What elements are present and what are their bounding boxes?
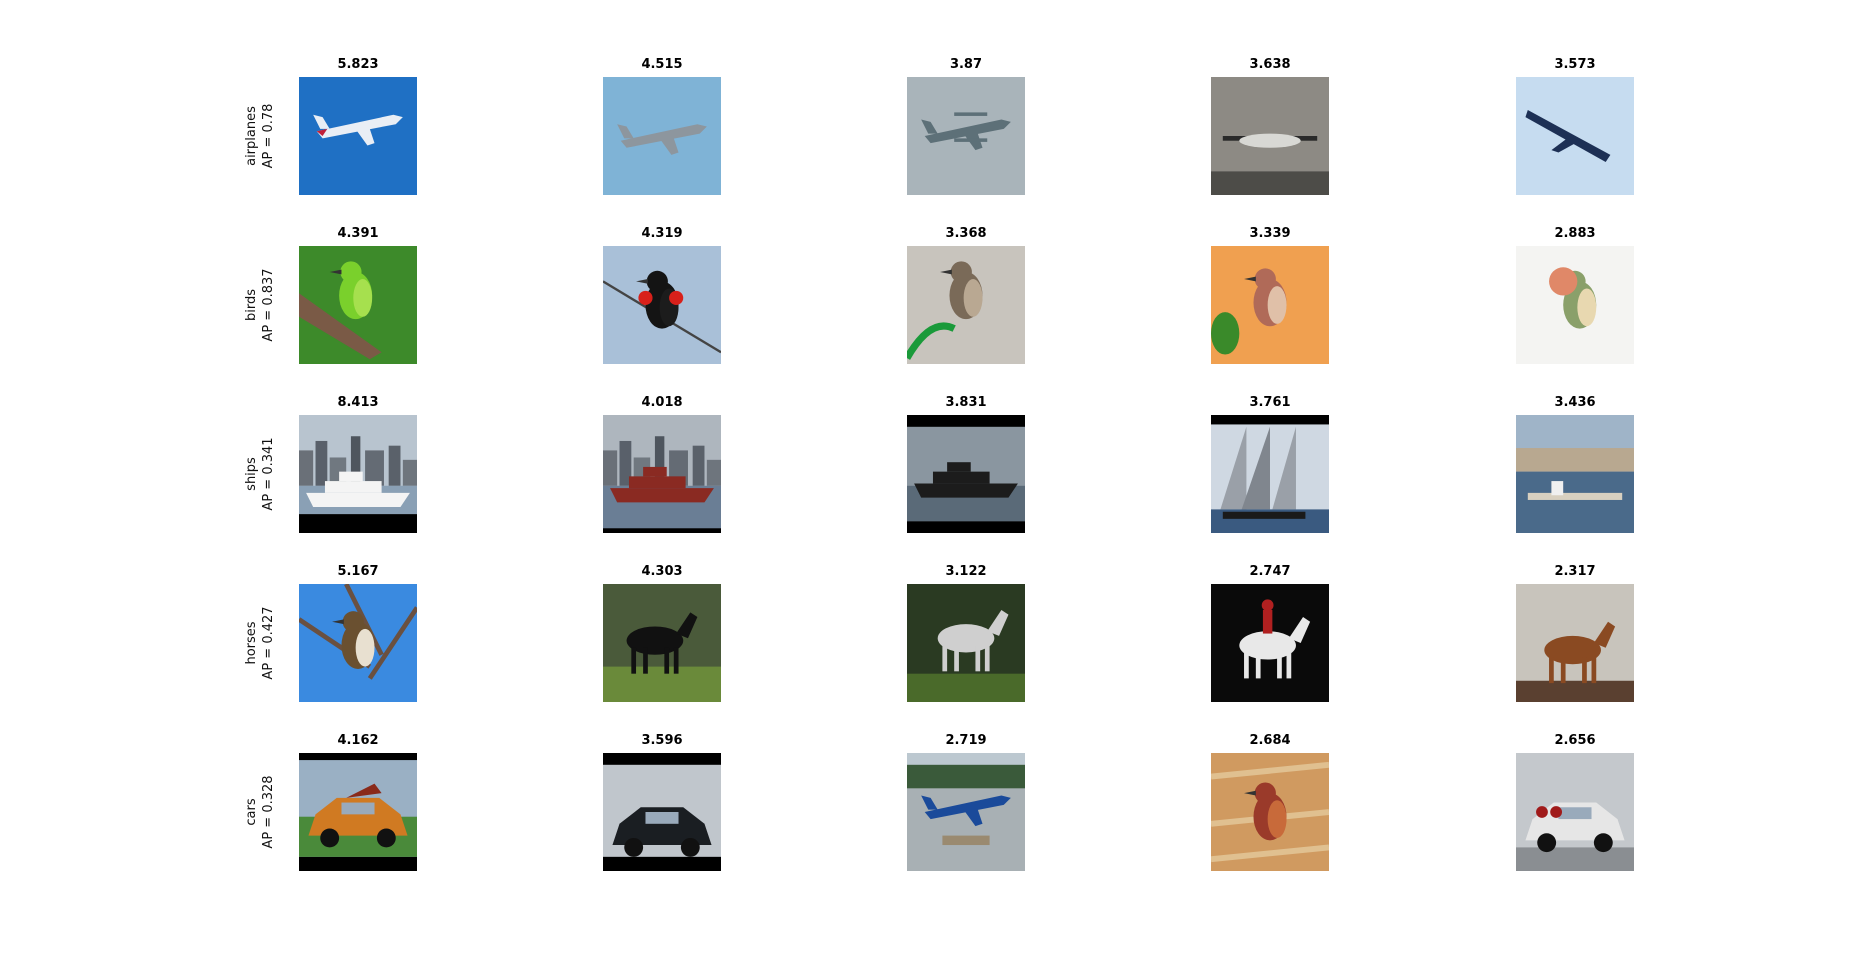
- score-label: 2.684: [1249, 733, 1291, 748]
- score-label: 4.515: [641, 57, 683, 72]
- ap-value: AP = 0.837: [261, 268, 276, 342]
- class-name: cars: [244, 798, 259, 826]
- class-name: ships: [244, 457, 259, 491]
- score-label: 3.436: [1554, 395, 1596, 410]
- green-bird-photo: [299, 246, 417, 364]
- score-label: 5.823: [337, 57, 379, 72]
- ap-value: AP = 0.328: [261, 775, 276, 849]
- score-label: 3.831: [945, 395, 987, 410]
- score-label: 2.747: [1249, 564, 1291, 579]
- black-horse-photo: [603, 584, 721, 702]
- score-label: 2.883: [1554, 226, 1596, 241]
- result-cell: 4.391: [299, 226, 417, 364]
- result-cell: 2.684: [1211, 733, 1329, 871]
- result-cell: 3.87: [907, 57, 1025, 195]
- score-label: 3.761: [1249, 395, 1291, 410]
- result-cell: 3.831: [907, 395, 1025, 533]
- score-label: 2.719: [945, 733, 987, 748]
- score-label: 8.413: [337, 395, 379, 410]
- blackbird-photo: [603, 246, 721, 364]
- seaplane-photo: [907, 753, 1025, 871]
- lovebird-photo: [1516, 246, 1634, 364]
- score-label: 3.339: [1249, 226, 1291, 241]
- sailboat-photo: [1211, 415, 1329, 533]
- score-label: 2.317: [1554, 564, 1596, 579]
- rider-horse-photo: [1211, 584, 1329, 702]
- class-name: horses: [244, 621, 259, 665]
- grazing-horse-photo: [1516, 584, 1634, 702]
- result-cell: 4.515: [603, 57, 721, 195]
- class-name: birds: [244, 289, 259, 322]
- result-cell: 8.413: [299, 395, 417, 533]
- score-label: 4.319: [641, 226, 683, 241]
- result-cell: 2.883: [1516, 226, 1634, 364]
- ap-value: AP = 0.341: [261, 437, 276, 511]
- result-cell: 3.339: [1211, 226, 1329, 364]
- result-cell: 3.573: [1516, 57, 1634, 195]
- score-label: 5.167: [337, 564, 379, 579]
- finch-photo: [1211, 246, 1329, 364]
- score-label: 3.368: [945, 226, 987, 241]
- score-label: 2.656: [1554, 733, 1596, 748]
- result-cell: 5.167: [299, 564, 417, 702]
- white-car-photo: [1516, 753, 1634, 871]
- ocean-liner-photo: [907, 415, 1025, 533]
- ap-value: AP = 0.78: [261, 103, 276, 169]
- orange-car-photo: [299, 753, 417, 871]
- result-cell: 2.317: [1516, 564, 1634, 702]
- score-label: 3.87: [949, 57, 983, 72]
- hummingbird-photo: [907, 246, 1025, 364]
- score-label: 3.596: [641, 733, 683, 748]
- result-cell: 3.596: [603, 733, 721, 871]
- result-cell: 3.122: [907, 564, 1025, 702]
- biplane-photo: [907, 77, 1025, 195]
- harbor-photo: [1516, 415, 1634, 533]
- propeller-plane-photo: [1211, 77, 1329, 195]
- score-label: 4.303: [641, 564, 683, 579]
- result-cell: 4.319: [603, 226, 721, 364]
- cruise-ship-photo: [299, 415, 417, 533]
- class-name: airplanes: [244, 106, 259, 166]
- black-car-photo: [603, 753, 721, 871]
- cargo-ship-photo: [603, 415, 721, 533]
- result-cell: 2.747: [1211, 564, 1329, 702]
- red-bird-photo: [1211, 753, 1329, 871]
- white-horse-photo: [907, 584, 1025, 702]
- result-cell: 4.018: [603, 395, 721, 533]
- result-cell: 3.638: [1211, 57, 1329, 195]
- score-label: 4.391: [337, 226, 379, 241]
- result-cell: 2.656: [1516, 733, 1634, 871]
- perched-bird-photo: [299, 584, 417, 702]
- jet-plane-photo: [1516, 77, 1634, 195]
- jet-fighter-photo: [603, 77, 721, 195]
- score-label: 3.638: [1249, 57, 1291, 72]
- ap-value: AP = 0.427: [261, 606, 276, 680]
- result-cell: 3.436: [1516, 395, 1634, 533]
- score-label: 4.018: [641, 395, 683, 410]
- row-label-cars: cars AP = 0.328: [238, 712, 282, 912]
- result-cell: 4.162: [299, 733, 417, 871]
- airplane-photo: [299, 77, 417, 195]
- score-label: 3.573: [1554, 57, 1596, 72]
- result-cell: 5.823: [299, 57, 417, 195]
- result-cell: 3.368: [907, 226, 1025, 364]
- result-cell: 4.303: [603, 564, 721, 702]
- result-cell: 2.719: [907, 733, 1025, 871]
- score-label: 4.162: [337, 733, 379, 748]
- result-cell: 3.761: [1211, 395, 1329, 533]
- score-label: 3.122: [945, 564, 987, 579]
